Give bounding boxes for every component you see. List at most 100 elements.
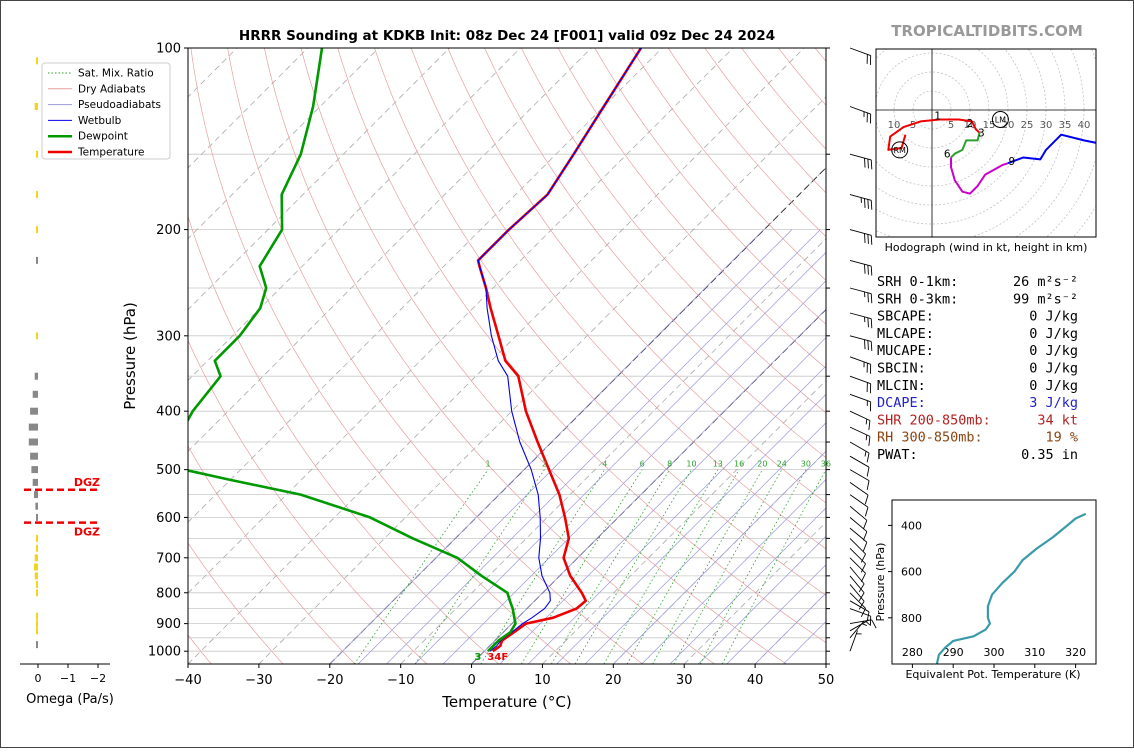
parameter-value: 3 J/kg [1029,395,1078,411]
parameter-value: 0 J/kg [1029,343,1078,359]
omega-bar [29,424,38,431]
omega-bar [35,554,38,561]
omega-bar [36,191,38,198]
x-tick-label: −40 [174,673,201,688]
parameter-label: SHR 200-850mb: [877,412,991,428]
y-tick-label: 700 [156,551,181,566]
parameter-label: MUCAPE: [877,343,934,359]
parameter-label: MLCIN: [877,378,926,394]
hodograph-height-label: 9 [1008,156,1015,168]
right-mover-label: RM [893,146,906,155]
omega-tick-label: 0 [35,672,42,685]
legend-label: Wetbulb [78,115,122,127]
omega-bar [36,226,38,233]
omega-tick-label: −2 [90,672,106,685]
mixing-ratio-label: 13 [713,460,723,469]
omega-bar [36,581,38,588]
parameter-label: SRH 0-3km: [877,291,958,307]
parameter-label: SRH 0-1km: [877,274,958,290]
x-tick-label: 50 [818,673,835,688]
parameter-label: MLCAPE: [877,326,934,342]
parameter-value: 0 J/kg [1029,378,1078,394]
omega-bar [30,453,38,460]
omega-bar [36,257,38,264]
omega-bar [36,613,38,620]
mixing-ratio-label: 2 [542,460,547,469]
omega-bar [36,641,38,648]
omega-bar [36,57,38,64]
omega-bar [36,535,38,542]
parameter-label: PWAT: [877,447,918,463]
dgz-label: DGZ [74,526,100,539]
omega-bar [33,391,38,398]
parameter-value: 99 m²s⁻² [1013,291,1078,307]
x-tick-label: 20 [605,673,622,688]
legend-label: Temperature [77,147,145,159]
omega-bar [36,332,38,339]
chart-title: HRRR Sounding at KDKB Init: 08z Dec 24 [… [239,28,775,44]
hodograph-ring-label: 40 [1078,120,1091,131]
dgz-label: DGZ [74,476,100,489]
parameter-label: SBCIN: [877,361,926,377]
omega-bar [35,103,38,110]
parameter-label: SBCAPE: [877,309,934,325]
parameter-value: 19 % [1045,430,1078,446]
omega-bar [31,466,38,473]
theta-e-x-tick-label: 310 [1024,646,1045,659]
parameter-value: 0 J/kg [1029,361,1078,377]
y-tick-label: 100 [156,42,181,57]
mixing-ratio-label: 30 [801,460,811,469]
omega-bar [36,589,38,596]
left-mover-label: LM [995,116,1006,125]
legend-label: Pseudoadiabats [78,99,161,111]
omega-bar [35,572,38,579]
parameter-value: 26 m²s⁻² [1013,274,1078,290]
omega-bar [34,491,38,498]
hodograph-height-label: 2 [967,118,974,130]
y-tick-label: 400 [156,405,181,420]
omega-bar [29,439,38,446]
omega-bar [36,151,38,158]
omega-tick-label: −1 [60,672,76,685]
y-tick-label: 900 [156,617,181,632]
y-axis-label: Pressure (hPa) [121,302,139,410]
x-tick-label: 0 [467,673,475,688]
mixing-ratio-label: 1 [485,460,490,469]
parameter-label: DCAPE: [877,395,926,411]
omega-bar [35,373,38,380]
legend-label: Dry Adiabats [78,83,146,95]
parameter-value: 34 kt [1037,412,1078,428]
mixing-ratio-label: 24 [777,460,787,469]
omega-bar [34,564,38,571]
y-tick-label: 1000 [148,645,181,660]
hodograph-ring-label: 30 [1040,120,1053,131]
x-tick-label: −10 [387,673,414,688]
hodograph-height-label: 6 [944,149,951,161]
theta-e-y-tick-label: 600 [901,566,922,579]
y-tick-label: 300 [156,329,181,344]
y-tick-label: 200 [156,223,181,238]
theta-e-y-label: Pressure (hPa) [874,543,887,622]
parameter-value: 0 J/kg [1029,326,1078,342]
x-tick-label: 10 [534,673,551,688]
omega-bar [36,545,38,552]
x-tick-label: −20 [316,673,343,688]
theta-e-x-tick-label: 300 [984,646,1005,659]
theta-e-y-tick-label: 400 [901,519,922,532]
hodograph-ring-label: 10 [888,120,901,131]
omega-bar [35,503,38,510]
theta-e-x-tick-label: 280 [902,646,923,659]
hodograph-ring-label: 25 [1021,120,1034,131]
omega-bar [36,627,38,634]
omega-axis-label: Omega (Pa/s) [26,692,114,707]
parameter-value: 0.35 in [1021,447,1078,463]
y-tick-label: 600 [156,511,181,526]
site-watermark: TROPICALTIDBITS.COM [891,22,1083,40]
theta-e-x-tick-label: 320 [1065,646,1086,659]
parameter-label: RH 300-850mb: [877,430,983,446]
surface-temperature-label: 34F [487,652,508,663]
mixing-ratio-label: 16 [734,460,744,469]
